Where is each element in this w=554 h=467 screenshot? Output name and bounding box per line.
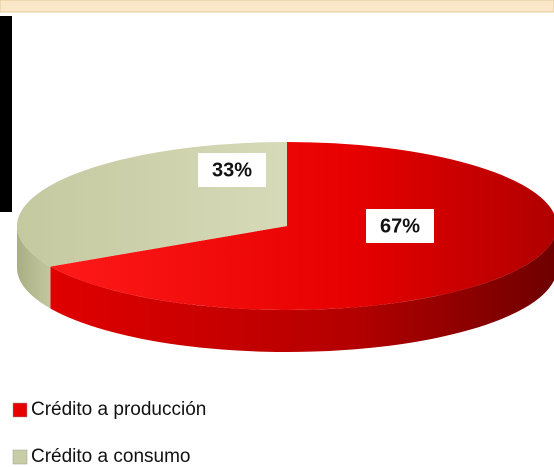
legend: Crédito a producción Crédito a consumo (12, 399, 206, 467)
slice (50, 142, 554, 310)
side-bar (0, 16, 12, 212)
header-band (0, 0, 554, 13)
legend-swatch (12, 402, 28, 418)
legend-swatch (12, 449, 28, 465)
slice-side (50, 238, 554, 352)
label-box (198, 153, 266, 187)
pie: 67% 33% (16, 142, 554, 352)
label-box (366, 209, 434, 243)
legend-label: Crédito a producción (31, 399, 206, 420)
value-label: 33% (212, 159, 252, 181)
legend-label: Crédito a consumo (31, 446, 190, 467)
value-label: 67% (380, 215, 420, 237)
slice-side (17, 226, 51, 309)
